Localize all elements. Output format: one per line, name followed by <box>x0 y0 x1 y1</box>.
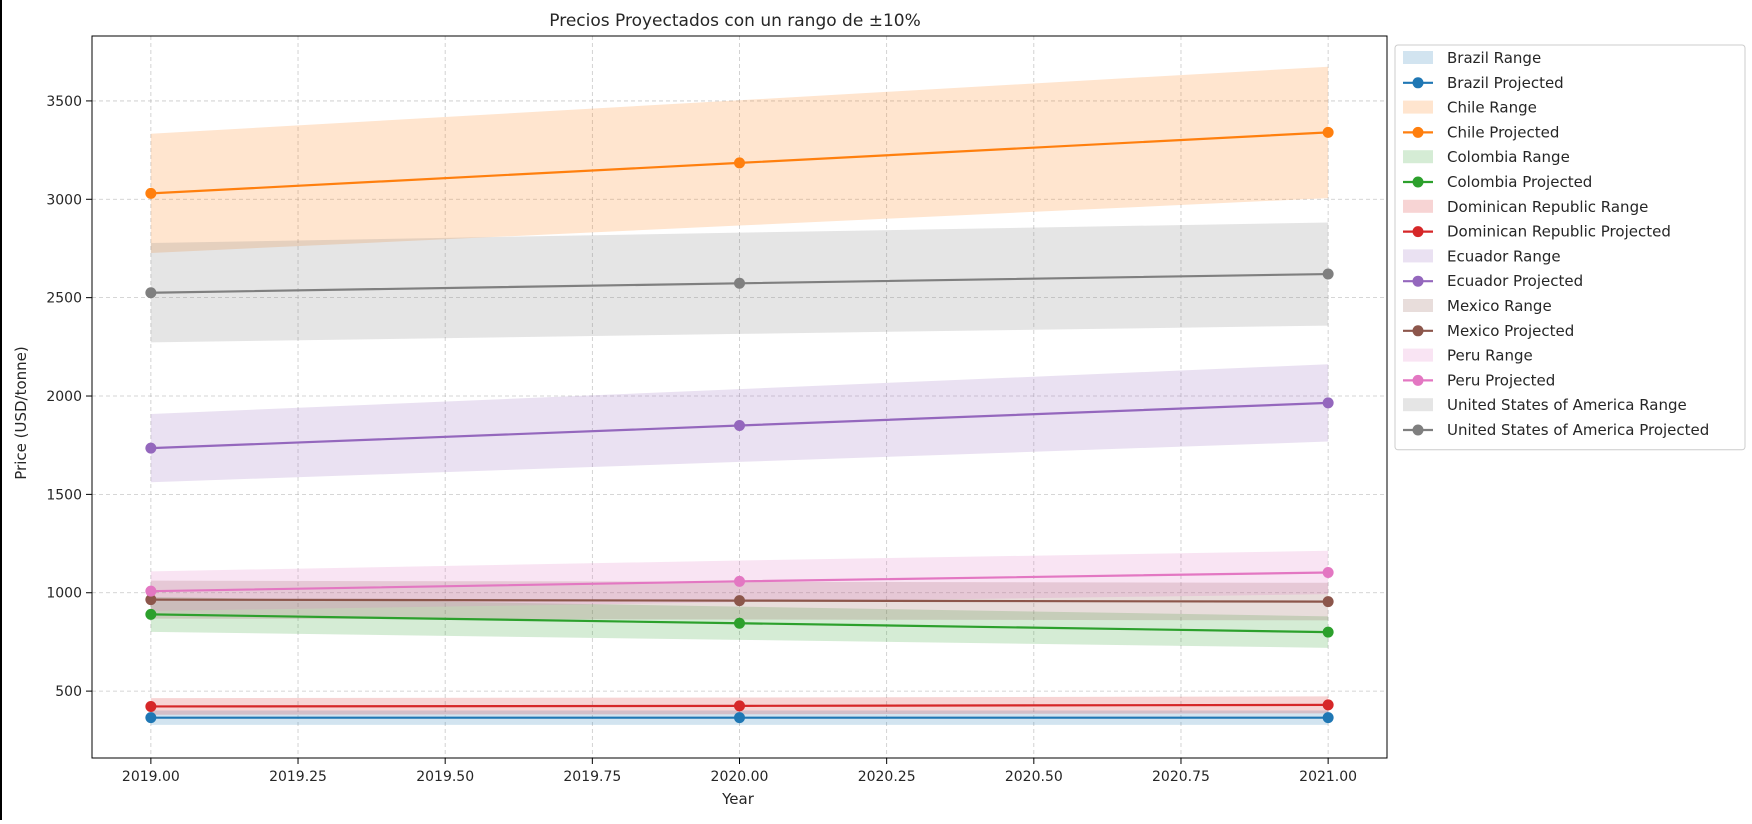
legend-label-range-2: Colombia Range <box>1447 148 1570 166</box>
legend: Brazil Range Brazil Projected Chile Range C… <box>1394 44 1746 451</box>
legend-swatch-marker-0 <box>1412 77 1424 89</box>
legend-label-projected-2: Colombia Projected <box>1447 173 1592 191</box>
data-point-6-2 <box>1322 566 1334 578</box>
data-point-3-2 <box>1322 699 1334 711</box>
y-tick-label-5: 3000 <box>46 192 82 208</box>
grid-lines <box>92 36 1387 758</box>
x-tick-label-7: 2020.75 <box>1152 769 1210 785</box>
data-point-5-1 <box>734 595 745 607</box>
legend-swatch-marker-2 <box>1412 176 1424 188</box>
data-point-0-2 <box>1322 712 1334 724</box>
x-tick-label-0: 2019.00 <box>122 769 180 785</box>
x-tick-label-2: 2019.50 <box>416 769 474 785</box>
legend-label-range-7: United States of America Range <box>1447 396 1687 414</box>
data-point-4-2 <box>1322 397 1334 409</box>
data-point-4-1 <box>734 420 745 432</box>
legend-swatch-marker-5 <box>1412 325 1424 337</box>
legend-box <box>1394 44 1746 451</box>
x-tick-label-5: 2020.25 <box>858 769 916 785</box>
legend-label-projected-7: United States of America Projected <box>1447 421 1709 439</box>
legend-label-range-0: Brazil Range <box>1447 49 1541 67</box>
y-tick-label-6: 3500 <box>46 94 82 110</box>
legend-swatch-range-2 <box>1403 150 1433 164</box>
legend-swatch-marker-1 <box>1412 126 1424 138</box>
legend-swatch-range-6 <box>1403 348 1433 362</box>
data-point-3-0 <box>145 700 157 712</box>
data-point-3-1 <box>734 700 745 712</box>
legend-label-projected-4: Ecuador Projected <box>1447 272 1583 290</box>
data-point-1-2 <box>1322 126 1334 138</box>
data-point-1-0 <box>145 187 157 199</box>
x-axis-label: Year <box>721 790 755 808</box>
data-point-0-0 <box>145 712 157 724</box>
legend-label-range-3: Dominican Republic Range <box>1447 198 1648 216</box>
legend-label-projected-1: Chile Projected <box>1447 123 1559 141</box>
y-tick-label-4: 2500 <box>46 291 82 307</box>
legend-label-projected-6: Peru Projected <box>1447 371 1555 389</box>
projected-lines <box>145 126 1334 724</box>
legend-swatch-marker-6 <box>1412 374 1424 386</box>
data-point-6-1 <box>734 575 745 587</box>
data-point-7-1 <box>734 277 745 289</box>
y-tick-label-3: 2000 <box>46 389 82 405</box>
legend-swatch-range-7 <box>1403 398 1433 412</box>
data-point-0-1 <box>734 712 745 724</box>
legend-label-projected-5: Mexico Projected <box>1447 322 1574 340</box>
data-point-7-2 <box>1322 268 1334 280</box>
legend-label-range-6: Peru Range <box>1447 347 1533 365</box>
legend-swatch-range-4 <box>1403 249 1433 263</box>
legend-swatch-range-0 <box>1403 51 1433 64</box>
x-tick-label-3: 2019.75 <box>563 769 621 785</box>
y-tick-label-1: 1000 <box>46 586 82 602</box>
data-point-2-0 <box>145 608 157 620</box>
legend-label-projected-0: Brazil Projected <box>1447 74 1564 92</box>
legend-swatch-range-3 <box>1403 199 1433 213</box>
legend-swatch-range-5 <box>1403 299 1433 312</box>
legend-swatch-marker-7 <box>1412 424 1424 436</box>
legend-label-range-5: Mexico Range <box>1447 297 1552 315</box>
data-point-1-1 <box>734 157 745 169</box>
x-tick-label-4: 2020.00 <box>711 769 769 785</box>
data-point-5-2 <box>1322 596 1334 608</box>
data-point-2-2 <box>1322 626 1334 638</box>
y-tick-label-2: 1500 <box>46 487 82 503</box>
x-tick-label-6: 2020.50 <box>1005 769 1063 785</box>
axes: 2019.00 2019.25 2019.50 2019.75 2020.00 2020.… <box>46 35 1388 785</box>
legend-label-range-4: Ecuador Range <box>1447 247 1561 265</box>
data-point-4-0 <box>145 442 157 454</box>
data-point-2-1 <box>734 617 745 629</box>
data-point-7-0 <box>145 287 157 299</box>
legend-label-projected-3: Dominican Republic Projected <box>1447 223 1671 241</box>
legend-swatch-range-1 <box>1403 100 1433 114</box>
legend-swatch-marker-4 <box>1412 275 1424 287</box>
y-tick-label-0: 500 <box>55 684 82 700</box>
window-left-edge <box>0 0 2 820</box>
y-axis-label: Price (USD/tonne) <box>12 346 30 479</box>
chart-title: Precios Proyectados con un rango de ±10% <box>549 11 920 31</box>
data-point-6-0 <box>145 585 157 597</box>
x-tick-label-8: 2021.00 <box>1299 769 1357 785</box>
data-point-5-0 <box>145 594 157 606</box>
x-tick-label-1: 2019.25 <box>269 769 327 785</box>
legend-swatch-marker-3 <box>1412 226 1424 238</box>
legend-label-range-1: Chile Range <box>1447 99 1537 117</box>
